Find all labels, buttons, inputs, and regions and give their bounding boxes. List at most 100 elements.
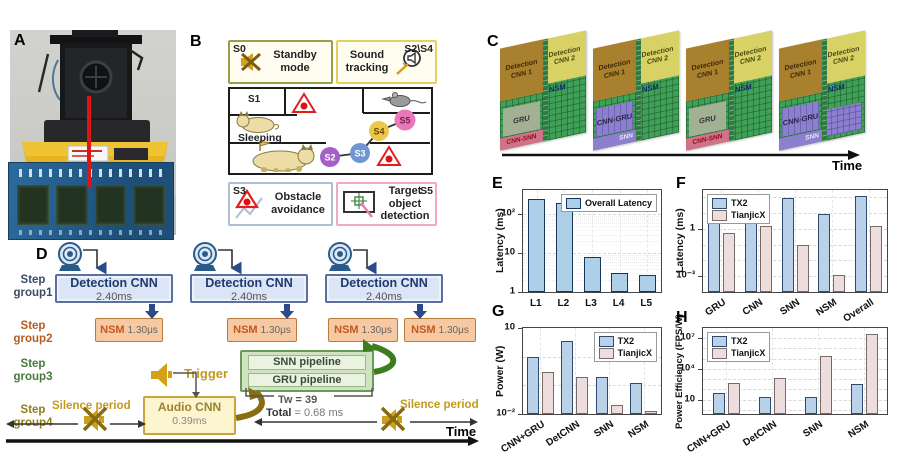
bar-tx2-cnn+gru <box>712 392 725 414</box>
chart-legend: TX2 TianjicX <box>707 332 771 363</box>
gridline <box>703 368 887 370</box>
bar-tianjicx-gru <box>722 233 735 292</box>
legend-swatch <box>712 335 727 347</box>
y-tick-label: 1 <box>689 222 695 234</box>
target-screen-icon <box>343 191 375 218</box>
muted-speaker-icon <box>241 52 261 72</box>
time-label-d: Time <box>446 424 477 439</box>
legend-swatch <box>712 209 727 221</box>
snn-region <box>825 101 862 137</box>
camera-icon <box>193 242 217 271</box>
legend-label: TX2 <box>617 336 635 346</box>
gru-pipeline-row: GRU pipeline <box>248 372 366 387</box>
bar-tianjicx-nsm <box>645 410 658 414</box>
legend-label: TianjicX <box>731 210 766 221</box>
bar-tx2-detcnn <box>758 397 771 414</box>
gridline <box>703 379 887 381</box>
memory-chip <box>17 185 49 225</box>
nsm-region-label: NSM <box>549 81 566 95</box>
gridline <box>818 328 819 414</box>
y-tick-mark <box>698 276 702 278</box>
chip-region-label: Detection CNN 2 <box>548 45 581 67</box>
chart-legend: TX2 TianjicX <box>707 194 771 225</box>
chip-detection-cnn2: Detection CNN 2 NSM <box>636 30 679 142</box>
legend-label: TianjicX <box>731 348 766 359</box>
svg-text:S4: S4 <box>373 127 384 137</box>
gridline <box>643 328 645 414</box>
chip-region-label: Detection CNN 1 <box>691 58 724 80</box>
y-axis-label: Power (W) <box>494 345 506 397</box>
obstacle-avoidance-text: Obstacle avoidance <box>271 191 325 216</box>
gridline <box>831 190 833 292</box>
detection-cnn-box: Detection CNN 2.40ms <box>190 274 308 303</box>
y-tick-label: 10⁻² <box>496 407 515 419</box>
bar-tx2-snn <box>595 376 608 414</box>
nsm-box: NSM 1.30μs <box>227 318 297 342</box>
gridline <box>703 389 887 391</box>
plot-area: Overall Latency <box>518 189 662 293</box>
gridline <box>772 328 773 414</box>
svg-text:S3: S3 <box>354 149 365 159</box>
sound-tracking-text: Sound tracking <box>345 49 389 74</box>
x-tick-label: L5 <box>640 298 653 309</box>
y-tick-label: 10⁷ <box>680 331 696 343</box>
panel-b-label: B <box>190 33 202 50</box>
panel-d-label: D <box>36 246 48 263</box>
latency-comparison-chart: F Latency (ms) TX2 TianjicX GRU CNN SNN NSM O… <box>668 173 904 325</box>
tw-bracket <box>245 388 373 397</box>
standby-mode-box: S0 Standby mode <box>228 40 333 84</box>
nsm-box: NSM 1.30μs <box>404 318 476 342</box>
chip-detection-cnn1: Detection CNN 1 CNN-GRU SNN <box>593 39 636 151</box>
y-tick-label: 10⁴ <box>679 362 695 374</box>
gridline <box>523 385 661 387</box>
state-id: S2\S4 <box>404 43 433 55</box>
state-id: S5 <box>420 185 433 197</box>
state-id: S1 <box>248 94 261 105</box>
router-strip <box>543 38 548 142</box>
snn-pipeline-row: SNN pipeline <box>248 355 366 370</box>
y-tick-mark <box>698 368 702 370</box>
x-tick-label: L2 <box>557 298 570 309</box>
chart-legend: Overall Latency <box>560 194 657 213</box>
sleeping-label: Sleeping <box>238 132 282 144</box>
state-id: S3 <box>233 185 246 197</box>
mouse-icon <box>381 92 427 107</box>
audio-cnn-box: Audio CNN 0.39ms <box>143 396 236 435</box>
plot-area: TX2 TianjicX <box>518 327 662 415</box>
bar-tx2-overall <box>855 196 868 292</box>
tw-annotation: Tw = 39 <box>278 394 318 406</box>
bar-tx2-gru <box>707 216 720 292</box>
x-tick-label: L3 <box>585 298 597 309</box>
svg-text:S5: S5 <box>399 116 410 126</box>
total-annotation: Total = 0.68 ms <box>266 407 344 419</box>
plot-area: TX2 TianjicX <box>698 189 888 293</box>
down-arrow <box>149 304 423 311</box>
chip-region-label: Detection CNN 1 <box>505 58 538 80</box>
bar-tianjicx-cnn+gru <box>541 371 554 414</box>
y-tick-mark <box>518 292 522 293</box>
panel-e-label: E <box>492 175 503 192</box>
router-strip <box>729 38 734 142</box>
bar-tianjicx-snn <box>796 245 809 292</box>
sound-tracking-icon <box>396 49 421 75</box>
pipeline-box: SNN pipeline GRU pipeline <box>240 350 374 392</box>
y-tick-label: 10⁻³ <box>676 269 695 281</box>
legend-label: TianjicX <box>617 348 652 359</box>
muted-speaker-icon <box>380 406 406 432</box>
bar-tianjicx-cnn <box>759 225 772 292</box>
y-tick-label: 10 <box>504 246 515 258</box>
detection-cnn-box: Detection CNN 2.40ms <box>55 274 173 303</box>
y-tick-mark <box>698 338 702 340</box>
nsm-box: NSM 1.30μs <box>328 318 398 342</box>
nsm-region-label: NSM <box>828 81 845 95</box>
nsm-box: NSM 1.30μs <box>95 318 163 342</box>
x-tick-label: L4 <box>612 298 625 309</box>
y-tick-mark <box>518 214 522 216</box>
legend-swatch <box>598 347 614 359</box>
camera-icon <box>328 242 352 271</box>
gridline <box>540 328 542 414</box>
bar-tx2-cnn <box>744 214 757 292</box>
gridline <box>703 409 887 411</box>
camera-icon <box>58 242 82 271</box>
gridline <box>574 328 576 414</box>
